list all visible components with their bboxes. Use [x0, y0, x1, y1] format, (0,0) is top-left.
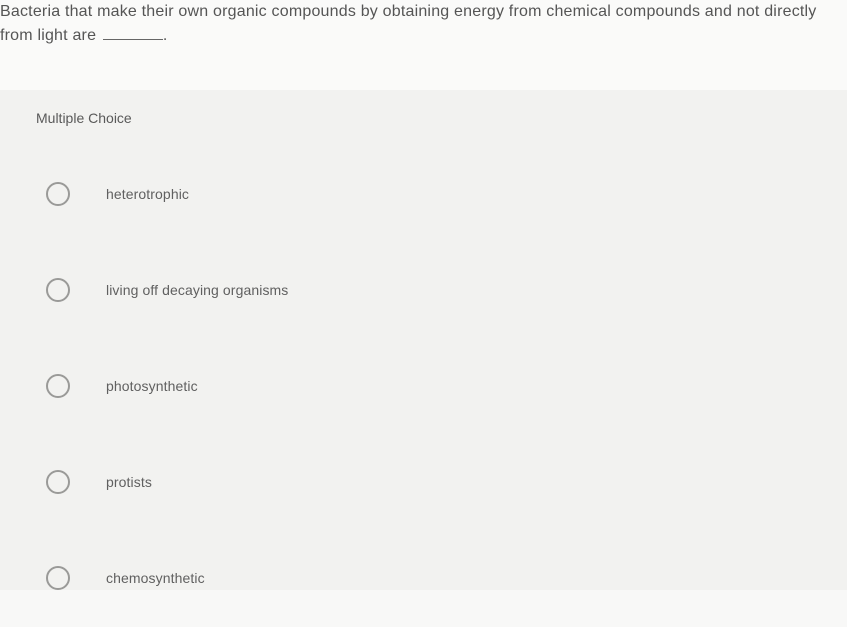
- choice-label: chemosynthetic: [106, 570, 205, 586]
- choice-label: photosynthetic: [106, 378, 198, 394]
- fill-blank: [103, 39, 163, 40]
- radio-icon[interactable]: [46, 374, 70, 398]
- question-section: Bacteria that make their own organic com…: [0, 0, 847, 90]
- choices-section: Multiple Choice heterotrophic living off…: [0, 90, 847, 590]
- choice-item[interactable]: photosynthetic: [36, 374, 847, 398]
- radio-icon[interactable]: [46, 566, 70, 590]
- radio-icon[interactable]: [46, 278, 70, 302]
- choice-label: living off decaying organisms: [106, 282, 288, 298]
- choice-item[interactable]: heterotrophic: [36, 182, 847, 206]
- choice-label: heterotrophic: [106, 186, 189, 202]
- radio-icon[interactable]: [46, 182, 70, 206]
- question-text-before: Bacteria that make their own organic com…: [0, 3, 817, 44]
- choices-heading: Multiple Choice: [36, 110, 847, 126]
- choice-item[interactable]: protists: [36, 470, 847, 494]
- choice-item[interactable]: living off decaying organisms: [36, 278, 847, 302]
- radio-icon[interactable]: [46, 470, 70, 494]
- choice-item[interactable]: chemosynthetic: [36, 566, 847, 590]
- question-text: Bacteria that make their own organic com…: [0, 0, 839, 48]
- choice-label: protists: [106, 474, 152, 490]
- question-text-after: .: [163, 27, 168, 44]
